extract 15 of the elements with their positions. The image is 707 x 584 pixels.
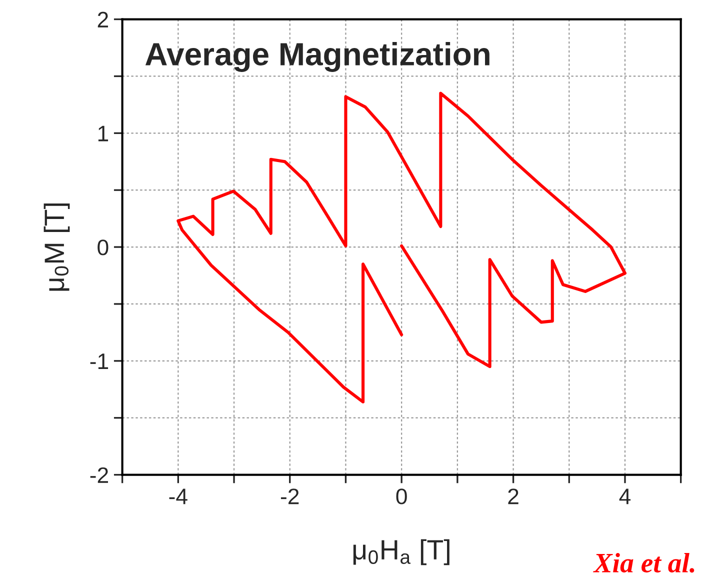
x-tick-label: 0 xyxy=(396,488,407,504)
text: Xia et al. xyxy=(593,552,694,573)
y-tick-label: 1 xyxy=(98,126,108,142)
y-tick-label: 0 xyxy=(98,240,108,256)
y-tick-label: -2 xyxy=(90,467,108,483)
y-axis-title: μ$_{0}$M [T] xyxy=(44,204,70,291)
x-tick-label: -2 xyxy=(280,488,299,504)
x-tick-label: 4 xyxy=(619,488,631,504)
x-axis-title: μ$_{0}$H$_{a}$ [T] xyxy=(353,539,450,566)
y-tick-label: 2 xyxy=(98,12,108,28)
y-tick-label: -1 xyxy=(90,354,108,369)
text: Average Magnetization xyxy=(145,42,490,72)
line-series xyxy=(176,92,627,404)
x-tick-label: -4 xyxy=(169,488,188,504)
x-tick-label: 2 xyxy=(508,488,518,504)
